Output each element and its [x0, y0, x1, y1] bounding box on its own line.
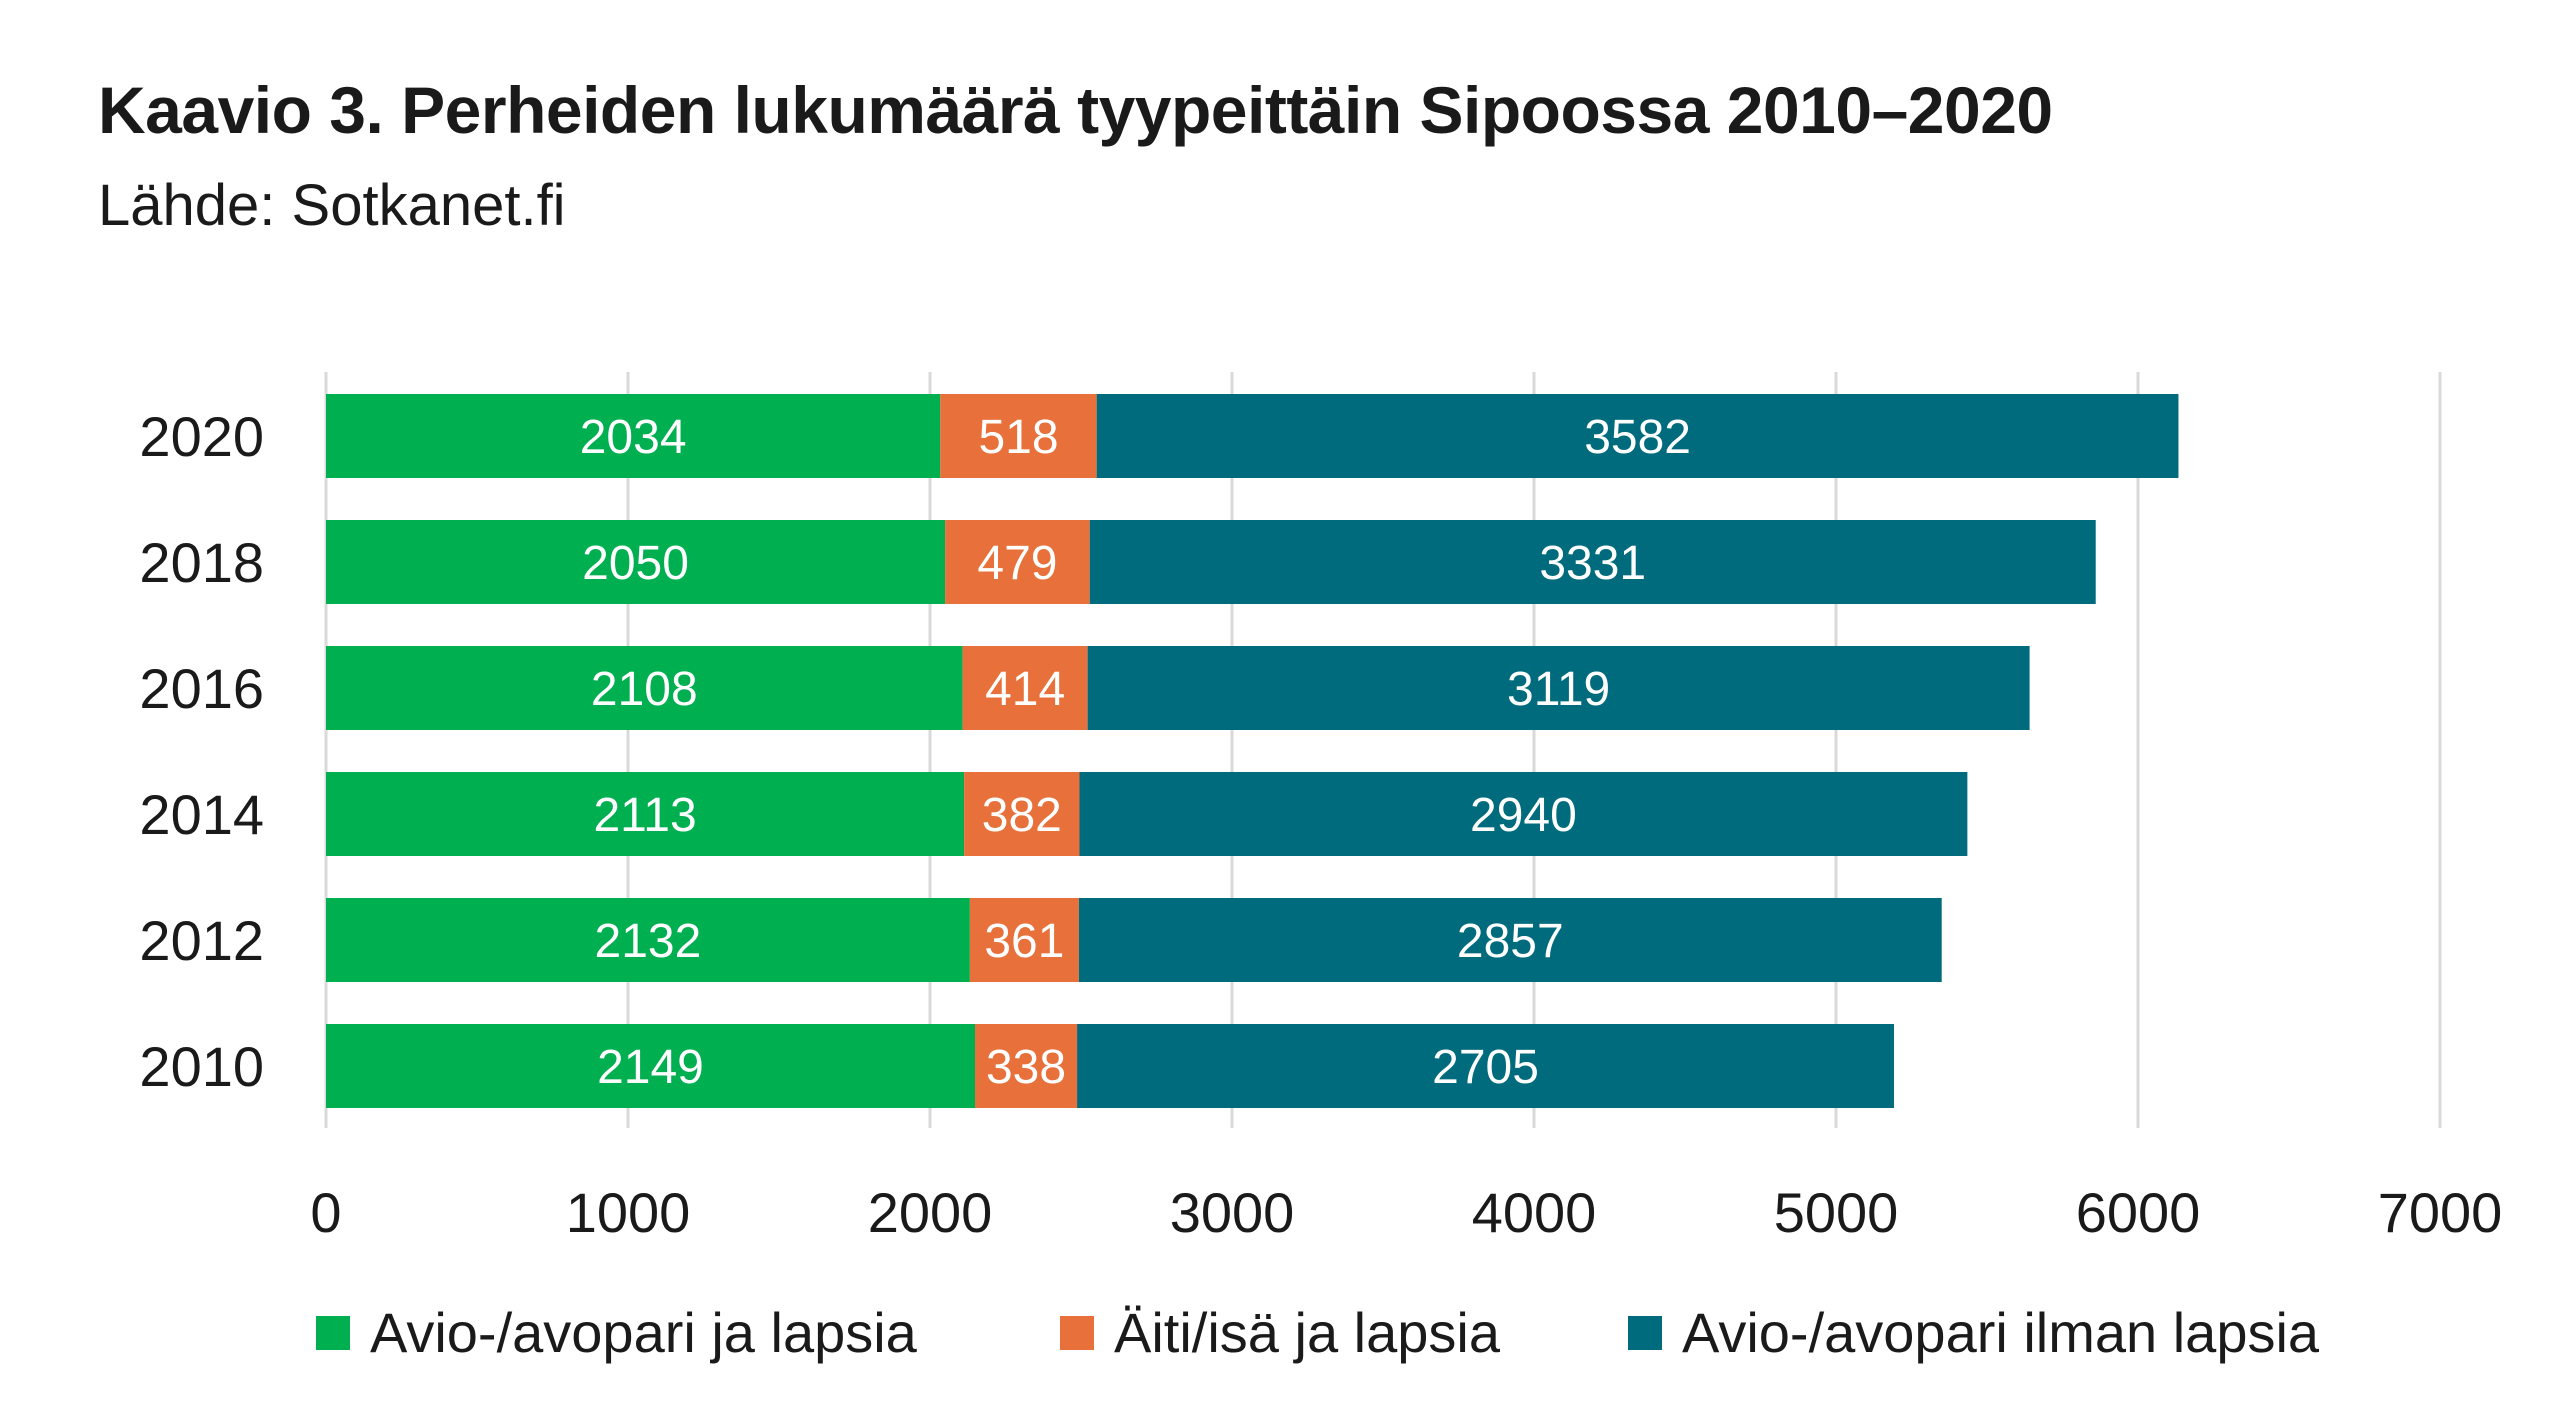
- bar-segment: [969, 898, 1079, 982]
- legend-swatch: [1628, 1315, 1662, 1350]
- data-label: 518: [978, 411, 1058, 464]
- y-category-label: 2012: [139, 909, 264, 972]
- bar-segment: [326, 1024, 975, 1108]
- x-tick-label: 3000: [1170, 1181, 1295, 1244]
- y-category-label: 2018: [139, 531, 264, 594]
- legend-label: Äiti/isä ja lapsia: [1114, 1301, 1500, 1364]
- data-label: 338: [986, 1041, 1066, 1094]
- chart-title: Kaavio 3. Perheiden lukumäärä tyypeittäi…: [98, 73, 2053, 147]
- bar-segment: [962, 646, 1088, 730]
- data-label: 3119: [1507, 663, 1610, 716]
- legend-swatch: [316, 1315, 350, 1350]
- legend-item-0: Avio-/avopari ja lapsia: [316, 1300, 917, 1365]
- data-label: 2050: [582, 537, 689, 590]
- bar-segment: [940, 394, 1097, 478]
- data-label: 2108: [591, 663, 698, 716]
- bar-segment: [326, 898, 970, 982]
- bar-segment: [1079, 772, 1968, 856]
- data-label: 2149: [597, 1041, 704, 1094]
- data-label: 414: [985, 663, 1065, 716]
- bar-segment: [1087, 646, 2030, 730]
- x-tick-label: 1000: [566, 1181, 691, 1244]
- data-label: 2705: [1432, 1041, 1539, 1094]
- x-tick-label: 0: [310, 1181, 341, 1244]
- bar-segment: [1078, 898, 1942, 982]
- data-label: 361: [984, 915, 1064, 968]
- x-tick-label: 2000: [868, 1181, 993, 1244]
- bar-segment: [326, 772, 965, 856]
- y-category-label: 2020: [139, 405, 264, 468]
- bar-segment: [964, 772, 1080, 856]
- x-tick-label: 4000: [1472, 1181, 1597, 1244]
- x-tick-label: 5000: [1774, 1181, 1899, 1244]
- data-label: 3331: [1539, 537, 1646, 590]
- data-label: 382: [982, 789, 1062, 842]
- y-category-label: 2016: [139, 657, 264, 720]
- bar-segment: [974, 1024, 1078, 1108]
- legend-item-2: Avio-/avopari ilman lapsia: [1628, 1300, 2319, 1365]
- bar-segment: [326, 646, 963, 730]
- bar-segment: [1096, 394, 2179, 478]
- x-tick-label: 6000: [2076, 1181, 2201, 1244]
- chart-subtitle: Lähde: Sotkanet.fi: [98, 173, 566, 238]
- legend-label: Avio-/avopari ja lapsia: [370, 1301, 917, 1364]
- data-label: 2132: [595, 915, 702, 968]
- bar-segment: [945, 520, 1090, 604]
- x-tick-label: 7000: [2378, 1181, 2503, 1244]
- bar-segment: [1089, 520, 2096, 604]
- data-label: 3582: [1584, 411, 1691, 464]
- legend-item-1: Äiti/isä ja lapsia: [1060, 1300, 1500, 1365]
- stacked-bar-chart: 0 1000 2000 3000 4000 5000 6000 7000 2020 2034 518…: [139, 372, 2503, 1244]
- y-category-label: 2014: [139, 783, 264, 846]
- legend-swatch: [1060, 1315, 1094, 1350]
- data-label: 479: [977, 537, 1057, 590]
- bar-segment: [326, 394, 941, 478]
- chart-legend: Avio-/avopari ja lapsia Äiti/isä ja laps…: [0, 1300, 2560, 1370]
- data-label: 2857: [1457, 915, 1564, 968]
- bar-segment: [1077, 1024, 1894, 1108]
- data-label: 2113: [593, 789, 696, 842]
- legend-label: Avio-/avopari ilman lapsia: [1682, 1301, 2320, 1364]
- y-category-label: 2010: [139, 1035, 264, 1098]
- data-label: 2034: [580, 411, 687, 464]
- data-label: 2940: [1470, 789, 1577, 842]
- bar-segment: [326, 520, 946, 604]
